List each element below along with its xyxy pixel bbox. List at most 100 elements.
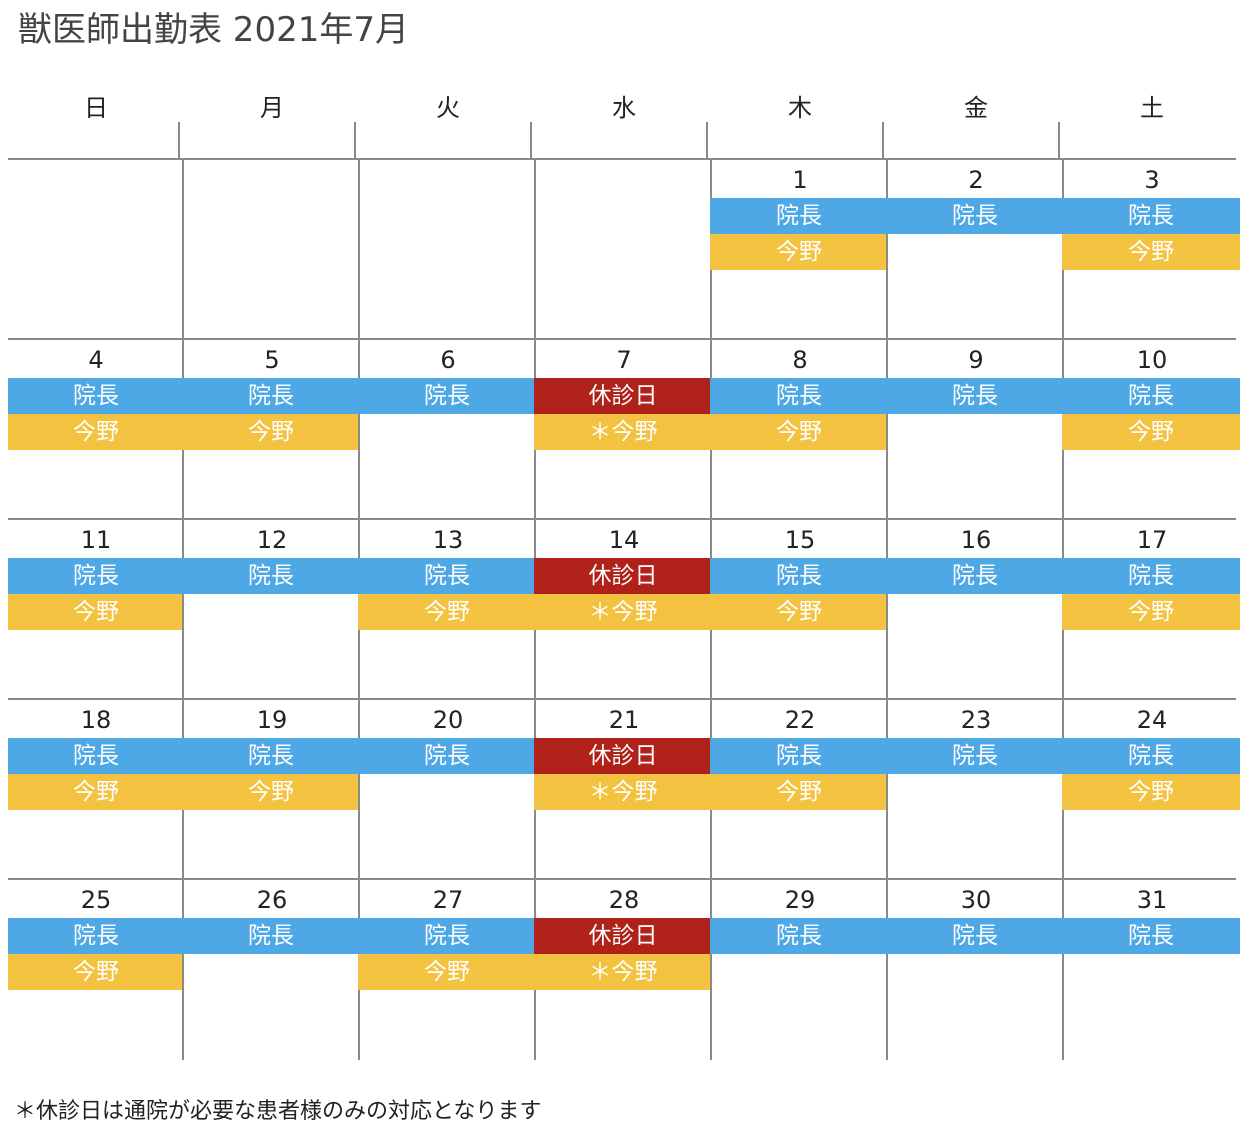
day-cell: 11 院長 今野 [8, 520, 184, 700]
day-number: 14 [608, 526, 640, 554]
day-cell [182, 160, 360, 340]
director-shift: 院長 [886, 378, 1064, 414]
day-number: 12 [256, 526, 288, 554]
day-number: 26 [256, 886, 288, 914]
day-number: 2 [968, 166, 984, 194]
imano-shift: 今野 [182, 774, 360, 810]
day-cell: 15 院長 今野 [710, 520, 888, 700]
director-shift: 院長 [886, 738, 1064, 774]
header-divider [706, 122, 708, 158]
day-cell [8, 160, 184, 340]
day-cell: 7 休診日 ＊今野 [534, 340, 712, 520]
day-number: 28 [608, 886, 640, 914]
footnote: ＊休診日は通院が必要な患者様のみの対応となります [14, 1099, 542, 1124]
day-number: 31 [1136, 886, 1168, 914]
day-cell: 14 休診日 ＊今野 [534, 520, 712, 700]
day-number: 24 [1136, 706, 1168, 734]
day-cell: 21 休診日 ＊今野 [534, 700, 712, 880]
day-number: 11 [80, 526, 112, 554]
calendar-week: 4 院長 今野 5 院長 今野 6 院長 7 休診日 ＊今野 8 院長 今野 9 院長 10 院長 今野 [8, 338, 1240, 520]
day-number: 3 [1144, 166, 1160, 194]
imano-shift: 今野 [710, 414, 888, 450]
closed-day-badge: 休診日 [534, 918, 712, 954]
director-shift: 院長 [710, 378, 888, 414]
day-number: 10 [1136, 346, 1168, 374]
day-cell: 20 院長 [358, 700, 536, 880]
day-cell: 24 院長 今野 [1062, 700, 1240, 880]
imano-shift: 今野 [1062, 594, 1240, 630]
imano-shift: ＊今野 [534, 594, 712, 630]
day-number: 6 [440, 346, 456, 374]
imano-shift: 今野 [8, 594, 184, 630]
director-shift: 院長 [886, 918, 1064, 954]
header-divider [882, 122, 884, 158]
day-cell [534, 160, 712, 340]
director-shift: 院長 [1062, 378, 1240, 414]
header-divider [530, 122, 532, 158]
director-shift: 院長 [358, 738, 536, 774]
day-number: 15 [784, 526, 816, 554]
day-cell: 10 院長 今野 [1062, 340, 1240, 520]
day-number: 21 [608, 706, 640, 734]
closed-day-badge: 休診日 [534, 738, 712, 774]
page-title: 獣医師出勤表 2021年7月 [18, 10, 409, 50]
day-cell: 2 院長 [886, 160, 1064, 340]
day-cell: 13 院長 今野 [358, 520, 536, 700]
day-cell: 16 院長 [886, 520, 1064, 700]
imano-shift: 今野 [182, 414, 360, 450]
weekday-sun: 日 [84, 94, 108, 122]
closed-day-badge: 休診日 [534, 558, 712, 594]
calendar-week: 18 院長 今野 19 院長 今野 20 院長 21 休診日 ＊今野 22 院長 今野 23 院長 24 院長 今野 [8, 698, 1240, 880]
director-shift: 院長 [1062, 558, 1240, 594]
day-number: 17 [1136, 526, 1168, 554]
director-shift: 院長 [710, 918, 888, 954]
day-number: 30 [960, 886, 992, 914]
director-shift: 院長 [1062, 738, 1240, 774]
day-cell: 29 院長 [710, 880, 888, 1060]
day-number: 25 [80, 886, 112, 914]
day-number: 13 [432, 526, 464, 554]
day-number: 7 [616, 346, 632, 374]
day-cell: 25 院長 今野 [8, 880, 184, 1060]
day-number: 20 [432, 706, 464, 734]
director-shift: 院長 [1062, 198, 1240, 234]
day-number: 16 [960, 526, 992, 554]
director-shift: 院長 [182, 918, 360, 954]
imano-shift: 今野 [710, 594, 888, 630]
day-cell: 1 院長 今野 [710, 160, 888, 340]
day-cell: 27 院長 今野 [358, 880, 536, 1060]
day-cell [358, 160, 536, 340]
director-shift: 院長 [182, 378, 360, 414]
day-cell: 4 院長 今野 [8, 340, 184, 520]
day-cell: 12 院長 [182, 520, 360, 700]
header-divider [1058, 122, 1060, 158]
director-shift: 院長 [182, 558, 360, 594]
day-cell: 28 休診日 ＊今野 [534, 880, 712, 1060]
imano-shift: 今野 [358, 954, 536, 990]
weekday-header: 日 月 火 水 木 金 土 [8, 90, 1236, 126]
director-shift: 院長 [710, 738, 888, 774]
imano-shift: ＊今野 [534, 774, 712, 810]
imano-shift: 今野 [8, 954, 184, 990]
day-number: 19 [256, 706, 288, 734]
calendar-week: 25 院長 今野 26 院長 27 院長 今野 28 休診日 ＊今野 29 院長 30 院長 31 院長 [8, 878, 1240, 1060]
day-cell: 18 院長 今野 [8, 700, 184, 880]
day-number: 9 [968, 346, 984, 374]
director-shift: 院長 [8, 558, 184, 594]
director-shift: 院長 [182, 738, 360, 774]
director-shift: 院長 [358, 558, 536, 594]
director-shift: 院長 [358, 378, 536, 414]
weekday-mon: 月 [260, 94, 284, 122]
day-cell: 3 院長 今野 [1062, 160, 1240, 340]
day-cell: 9 院長 [886, 340, 1064, 520]
director-shift: 院長 [886, 558, 1064, 594]
imano-shift: 今野 [1062, 774, 1240, 810]
director-shift: 院長 [1062, 918, 1240, 954]
header-divider [178, 122, 180, 158]
imano-shift: 今野 [8, 414, 184, 450]
director-shift: 院長 [8, 918, 184, 954]
header-divider [354, 122, 356, 158]
day-number: 22 [784, 706, 816, 734]
imano-shift: 今野 [1062, 234, 1240, 270]
day-cell: 23 院長 [886, 700, 1064, 880]
